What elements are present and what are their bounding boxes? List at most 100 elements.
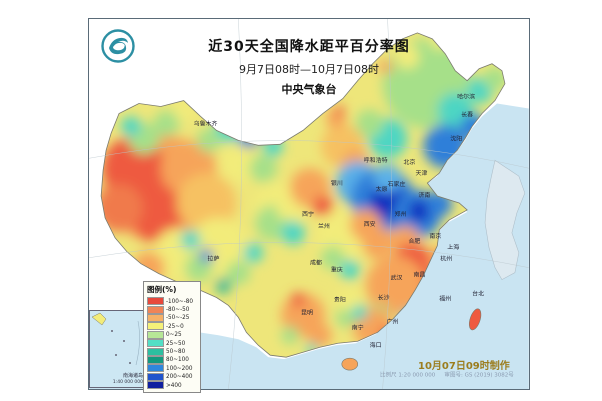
city-label: 海口 xyxy=(370,341,382,349)
anomaly-blob xyxy=(128,183,189,243)
city-label: 乌鲁木齐 xyxy=(194,119,218,127)
city-label: 沈阳 xyxy=(450,134,462,142)
anomaly-blob xyxy=(361,226,394,259)
city-label: 天津 xyxy=(415,170,427,177)
city-label: 广州 xyxy=(387,317,399,325)
anomaly-blob xyxy=(320,245,345,270)
city-label: 上海 xyxy=(447,243,459,251)
legend-item: -25~0 xyxy=(147,322,197,331)
city-label: 长沙 xyxy=(378,293,390,301)
inset-island-dot xyxy=(111,330,113,332)
anomaly-blob xyxy=(339,259,360,280)
city-label: 拉萨 xyxy=(208,255,220,263)
anomaly-blob xyxy=(153,110,180,137)
anomaly-blob xyxy=(335,307,356,328)
map-review-number: 审图号: GS (2019) 3082号 xyxy=(444,371,514,379)
legend-swatch xyxy=(147,372,164,381)
city-label: 南宁 xyxy=(352,323,364,331)
legend-swatch xyxy=(147,364,164,373)
legend-swatch xyxy=(147,347,164,356)
anomaly-blob xyxy=(337,287,362,312)
hainan-island xyxy=(341,357,359,371)
anomaly-blob xyxy=(220,145,257,182)
legend-range-label: >400 xyxy=(166,381,182,389)
legend-range-label: 0~25 xyxy=(166,331,182,339)
legend-range-label: -100~-80 xyxy=(166,297,194,305)
legend-title: 图例(%) xyxy=(147,285,177,294)
inset-map xyxy=(91,312,140,366)
legend-swatch xyxy=(147,322,164,331)
china-border-outline xyxy=(100,32,506,358)
anomaly-blob xyxy=(373,164,402,193)
city-label: 昆明 xyxy=(301,309,313,316)
legend-rows: -100~-80 -80~-50 -50~-25 -25~0 0~25 25~50 50~8… xyxy=(147,297,197,390)
legend-range-label: -80~-50 xyxy=(166,306,190,313)
map-scale-and-review-number: 比例尺 1:20 000 000 审图号: GS (2019) 3082号 xyxy=(380,370,514,378)
anomaly-blob xyxy=(199,248,214,263)
anomaly-blob xyxy=(196,128,221,153)
legend-range-label: 25~50 xyxy=(166,339,186,347)
legend-item: 80~100 xyxy=(147,355,197,364)
city-label: 银川 xyxy=(331,179,343,187)
legend-swatch xyxy=(147,305,164,314)
korea-peninsula xyxy=(484,159,526,280)
legend-range-label: -50~-25 xyxy=(166,314,190,322)
anomaly-blob xyxy=(101,184,143,232)
city-label: 太原 xyxy=(376,185,388,193)
inset-island-dot xyxy=(129,362,131,364)
legend-item: >400 xyxy=(147,381,197,390)
legend-swatch xyxy=(147,355,164,364)
inset-scale: 1:40 000 000 xyxy=(112,380,143,385)
anomaly-blob xyxy=(180,229,201,250)
legend-swatch xyxy=(147,339,164,348)
south-china-sea-inset: 南海诸岛 1:40 000 000 xyxy=(89,310,146,388)
anomaly-blob xyxy=(249,154,278,183)
legend-range-label: 50~80 xyxy=(166,348,186,355)
map-scale-text: 比例尺 1:20 000 000 xyxy=(380,371,436,379)
anomaly-blob xyxy=(121,116,141,137)
city-label: 石家庄 xyxy=(388,180,406,188)
inset-title: 南海诸岛 xyxy=(122,373,143,379)
city-label: 哈尔滨 xyxy=(457,93,475,101)
city-label: 武汉 xyxy=(391,274,403,282)
city-label: 福州 xyxy=(439,294,451,302)
anomaly-blob xyxy=(281,326,300,345)
anomaly-blob xyxy=(378,59,393,74)
legend-swatch xyxy=(147,330,164,339)
graticule-line xyxy=(89,140,529,169)
anomaly-blob xyxy=(334,105,345,116)
graticule-line xyxy=(89,242,529,268)
anomaly-blob xyxy=(226,260,251,285)
anomaly-blob xyxy=(308,323,332,348)
city-label: 西宁 xyxy=(302,210,314,218)
legend-box: 图例(%) -100~-80 -80~-50 -50~-25 -25~0 0~25 25~… xyxy=(143,281,201,394)
legend-item: 0~25 xyxy=(147,330,197,339)
anomaly-blob xyxy=(176,173,237,233)
anomaly-blob xyxy=(215,277,232,294)
inset-hainan xyxy=(91,312,107,326)
legend-range-label: 100~200 xyxy=(166,364,193,372)
inset-coastline xyxy=(135,320,140,366)
cma-logo-icon xyxy=(101,29,135,63)
city-label: 北京 xyxy=(404,158,416,166)
graticule-line xyxy=(382,19,392,389)
production-time: 10月07日09时制作 xyxy=(418,361,510,372)
legend-item: -80~-50 xyxy=(147,305,197,314)
city-label: 郑州 xyxy=(395,210,407,218)
taiwan-island xyxy=(468,308,482,331)
anomaly-blob xyxy=(351,304,368,321)
city-label: 呼和浩特 xyxy=(364,156,388,164)
anomaly-blob xyxy=(243,242,264,263)
legend-range-label: 200~400 xyxy=(166,373,193,381)
legend-item: -50~-25 xyxy=(147,313,197,322)
city-label: 西安 xyxy=(364,220,376,228)
city-label: 兰州 xyxy=(318,222,330,230)
anomaly-blob xyxy=(276,196,301,220)
city-label: 台北 xyxy=(472,290,484,298)
city-label: 贵阳 xyxy=(334,295,346,303)
anomaly-blob xyxy=(395,44,420,69)
inset-island-dot xyxy=(115,354,117,356)
anomaly-blob xyxy=(408,200,431,222)
